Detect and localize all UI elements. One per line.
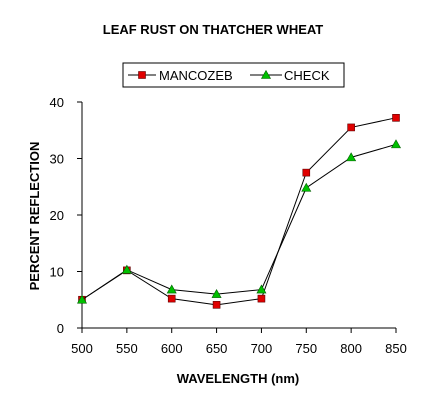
- x-tick-label-600: 600: [161, 341, 183, 356]
- axes: 500 550 600 650 700 750 800 850 0 10 20 30 40: [50, 95, 407, 356]
- x-axis-title: WAVELENGTH (nm): [177, 371, 300, 386]
- point-check-800: [346, 152, 357, 162]
- point-check-700: [256, 284, 267, 294]
- point-mancozeb-850: [392, 114, 400, 122]
- legend-label-check: CHECK: [284, 68, 330, 83]
- x-tick-label-800: 800: [340, 341, 362, 356]
- legend: MANCOZEB CHECK: [122, 62, 345, 88]
- x-tick-label-550: 550: [116, 341, 138, 356]
- legend-entry-check: CHECK: [250, 68, 330, 83]
- y-tick-label-20: 20: [50, 208, 64, 223]
- x-tick-label-700: 700: [251, 341, 273, 356]
- x-tick-label-850: 850: [385, 341, 407, 356]
- legend-marker-check: [260, 69, 272, 79]
- chart-title: LEAF RUST ON THATCHER WHEAT: [103, 22, 324, 37]
- point-check-500: [76, 294, 88, 304]
- x-tick-label-650: 650: [206, 341, 228, 356]
- point-check-550: [121, 264, 132, 274]
- y-tick-label-30: 30: [50, 152, 64, 167]
- point-mancozeb-750: [302, 168, 311, 177]
- point-mancozeb-650: [212, 301, 221, 309]
- point-mancozeb-600: [167, 294, 176, 303]
- point-mancozeb-700: [257, 294, 266, 303]
- legend-marker-mancozeb: [138, 71, 146, 79]
- y-tick-label-40: 40: [50, 95, 64, 110]
- legend-box: [122, 62, 345, 88]
- x-tick-label-750: 750: [295, 341, 317, 356]
- point-mancozeb-800: [347, 123, 355, 132]
- legend-label-mancozeb: MANCOZEB: [159, 68, 233, 83]
- point-check-650: [211, 288, 222, 298]
- point-check-750: [301, 182, 312, 192]
- y-tick-label-10: 10: [50, 265, 64, 280]
- point-check-600: [166, 284, 177, 294]
- legend-entry-mancozeb: MANCOZEB: [128, 68, 233, 83]
- series-layer: [76, 114, 402, 309]
- series-line-mancozeb: [81, 117, 397, 306]
- y-axis-title: PERCENT REFLECTION: [27, 142, 42, 291]
- x-tick-label-500: 500: [71, 341, 93, 356]
- series-line-check: [81, 143, 397, 301]
- point-check-850: [390, 139, 402, 149]
- y-tick-label-0: 0: [57, 321, 64, 336]
